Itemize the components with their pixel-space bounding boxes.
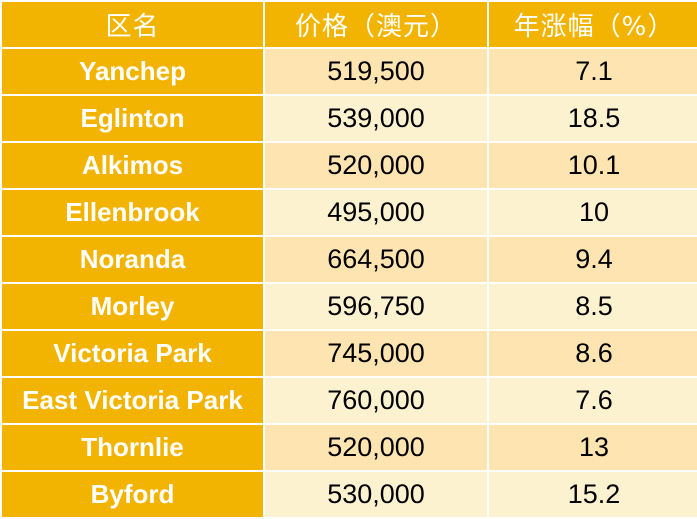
row-suburb-name: Ellenbrook bbox=[2, 190, 263, 235]
row-price: 520,000 bbox=[265, 143, 487, 188]
row-price: 519,500 bbox=[265, 49, 487, 94]
row-growth: 9.4 bbox=[489, 237, 697, 282]
row-price: 539,000 bbox=[265, 96, 487, 141]
row-suburb-name: Noranda bbox=[2, 237, 263, 282]
row-suburb-name: Yanchep bbox=[2, 49, 263, 94]
row-growth: 10.1 bbox=[489, 143, 697, 188]
row-suburb-name: Victoria Park bbox=[2, 331, 263, 376]
row-price: 520,000 bbox=[265, 425, 487, 470]
row-growth: 18.5 bbox=[489, 96, 697, 141]
row-suburb-name: Byford bbox=[2, 472, 263, 517]
header-price: 价格（澳元） bbox=[265, 2, 487, 47]
header-suburb: 区名 bbox=[2, 2, 263, 47]
row-price: 664,500 bbox=[265, 237, 487, 282]
row-growth: 8.6 bbox=[489, 331, 697, 376]
row-suburb-name: Morley bbox=[2, 284, 263, 329]
row-growth: 7.1 bbox=[489, 49, 697, 94]
row-growth: 13 bbox=[489, 425, 697, 470]
row-growth: 7.6 bbox=[489, 378, 697, 423]
row-growth: 15.2 bbox=[489, 472, 697, 517]
row-growth: 8.5 bbox=[489, 284, 697, 329]
row-price: 760,000 bbox=[265, 378, 487, 423]
row-suburb-name: Alkimos bbox=[2, 143, 263, 188]
row-price: 745,000 bbox=[265, 331, 487, 376]
header-growth: 年涨幅（%） bbox=[489, 2, 697, 47]
row-suburb-name: Thornlie bbox=[2, 425, 263, 470]
row-suburb-name: Eglinton bbox=[2, 96, 263, 141]
row-price: 530,000 bbox=[265, 472, 487, 517]
row-suburb-name: East Victoria Park bbox=[2, 378, 263, 423]
row-price: 495,000 bbox=[265, 190, 487, 235]
row-growth: 10 bbox=[489, 190, 697, 235]
row-price: 596,750 bbox=[265, 284, 487, 329]
